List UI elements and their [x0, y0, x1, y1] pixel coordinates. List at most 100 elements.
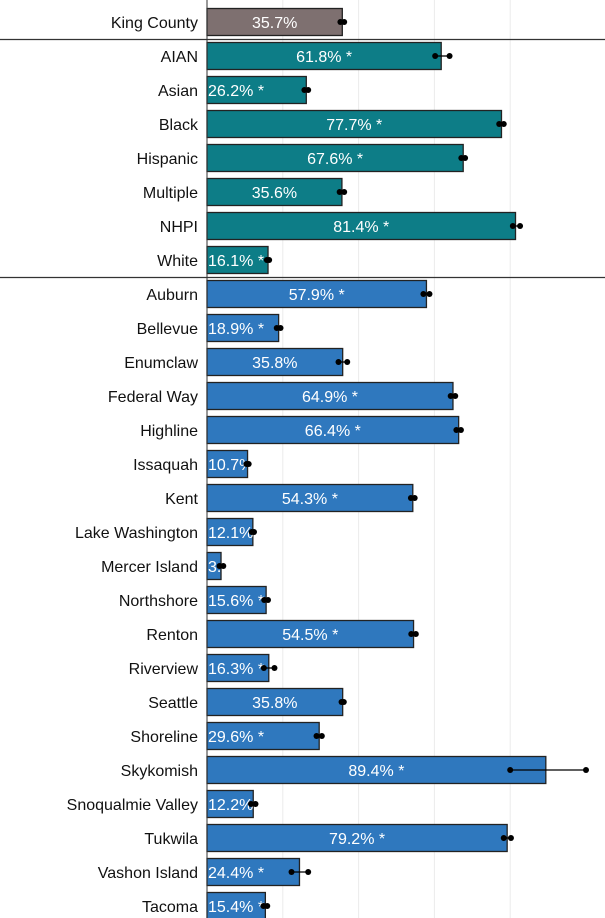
- bar-renton: [206, 619, 415, 649]
- bars: [206, 7, 547, 918]
- bar-snoqualmie-valley: [206, 789, 254, 819]
- value-label-tacoma: 15.4% *: [208, 899, 264, 916]
- value-label-riverview: 16.3% *: [208, 661, 264, 678]
- group-separators: [0, 38, 605, 279]
- value-label-seattle: 35.8%: [252, 695, 297, 712]
- ci-lower-point-federal-way: [447, 393, 454, 399]
- ci-upper-point-multiple: [341, 189, 348, 195]
- bar-hispanic: [206, 143, 464, 173]
- ci-lower-point-auburn: [420, 291, 427, 297]
- ci-upper-point-auburn: [426, 291, 433, 297]
- value-label-king-county: 35.7%: [252, 15, 297, 32]
- value-label-bellevue: 18.9% *: [208, 321, 264, 338]
- category-label-white: White: [157, 253, 198, 270]
- category-label-hispanic: Hispanic: [137, 151, 198, 168]
- ci-upper-point-nhpi: [517, 223, 524, 229]
- bar-highline: [206, 415, 460, 445]
- ci-lower-point-tukwila: [500, 835, 507, 841]
- ci-upper-point-skykomish: [583, 767, 589, 773]
- category-label-snoqualmie-valley: Snoqualmie Valley: [67, 797, 198, 814]
- ci-upper-point-asian: [305, 87, 312, 93]
- ci-upper-point-mercer-island: [220, 563, 227, 569]
- ci-upper-point-black: [500, 121, 507, 127]
- category-label-bellevue: Bellevue: [137, 321, 198, 338]
- bar-black: [206, 109, 503, 139]
- category-label-aian: AIAN: [161, 49, 198, 66]
- ci-upper-point-northshore: [265, 597, 272, 603]
- category-label-federal-way: Federal Way: [108, 389, 198, 406]
- value-label-shoreline: 29.6% *: [208, 729, 264, 746]
- value-label-lake-washington: 12.1% *: [208, 525, 264, 542]
- bar-enumclaw: [206, 347, 344, 377]
- category-label-northshore: Northshore: [119, 593, 198, 610]
- category-label-tacoma: Tacoma: [142, 899, 198, 916]
- category-label-king-county: King County: [111, 15, 198, 32]
- ci-upper-point-kent: [411, 495, 418, 501]
- value-label-nhpi: 81.4% *: [333, 219, 389, 236]
- category-label-vashon-island: Vashon Island: [98, 865, 198, 882]
- ci-lower-point-shoreline: [313, 733, 320, 739]
- ci-upper-point-white: [266, 257, 273, 263]
- value-label-aian: 61.8% *: [296, 49, 352, 66]
- category-label-nhpi: NHPI: [160, 219, 198, 236]
- ci-lower-point-riverview: [260, 665, 267, 671]
- ci-lower-point-aian: [432, 53, 439, 59]
- ci-upper-point-aian: [446, 53, 453, 59]
- value-label-tukwila: 79.2% *: [329, 831, 385, 848]
- value-label-multiple: 35.6%: [252, 185, 297, 202]
- ci-lower-point-skykomish: [507, 767, 514, 773]
- value-label-vashon-island: 24.4% *: [208, 865, 264, 882]
- category-label-kent: Kent: [165, 491, 198, 508]
- ci-upper-point-vashon-island: [305, 869, 312, 875]
- ci-upper-point-federal-way: [452, 393, 459, 399]
- ci-upper-point-tukwila: [507, 835, 514, 841]
- ci-lower-point-black: [496, 121, 503, 127]
- ci-lower-point-vashon-island: [288, 869, 295, 875]
- error-bars: [216, 19, 589, 909]
- value-label-mercer-island: 3.7% *: [208, 559, 255, 576]
- ci-lower-point-nhpi: [509, 223, 516, 229]
- category-label-tukwila: Tukwila: [144, 831, 198, 848]
- ci-upper-point-king-county: [341, 19, 348, 25]
- category-label-highline: Highline: [140, 423, 198, 440]
- category-label-renton: Renton: [146, 627, 198, 644]
- ci-lower-point-snoqualmie-valley: [247, 801, 254, 807]
- value-label-skykomish: 89.4% *: [348, 763, 404, 780]
- ci-upper-point-snoqualmie-valley: [252, 801, 259, 807]
- category-label-skykomish: Skykomish: [121, 763, 198, 780]
- category-labels: King County AIAN Asian Black Hispanic Multipl…: [67, 15, 199, 916]
- ci-upper-point-bellevue: [277, 325, 284, 331]
- category-label-multiple: Multiple: [143, 185, 198, 202]
- ci-upper-point-shoreline: [318, 733, 325, 739]
- ci-upper-point-issaquah: [245, 461, 252, 467]
- value-label-highline: 66.4% *: [305, 423, 361, 440]
- ci-lower-point-enumclaw: [335, 359, 342, 365]
- ci-upper-point-tacoma: [264, 903, 271, 909]
- bar-shoreline: [206, 721, 320, 751]
- category-label-shoreline: Shoreline: [130, 729, 198, 746]
- category-label-riverview: Riverview: [129, 661, 199, 678]
- bar-king-county: [206, 7, 343, 37]
- category-label-auburn: Auburn: [146, 287, 198, 304]
- category-label-mercer-island: Mercer Island: [101, 559, 198, 576]
- ci-lower-point-highline: [453, 427, 460, 433]
- bar-tacoma: [206, 891, 267, 918]
- category-label-seattle: Seattle: [148, 695, 198, 712]
- ci-upper-point-hispanic: [462, 155, 469, 161]
- bar-value-labels: 35.7% 61.8% * 26.2% * 77.7% * 67.6% * 35.6% 81…: [208, 15, 404, 916]
- bar-white: [206, 245, 269, 275]
- ci-upper-point-riverview: [271, 665, 278, 671]
- value-label-auburn: 57.9% *: [289, 287, 345, 304]
- bar-northshore: [206, 585, 267, 615]
- value-label-asian: 26.2% *: [208, 83, 264, 100]
- bar-multiple: [206, 177, 343, 207]
- bar-federal-way: [206, 381, 454, 411]
- ci-upper-point-highline: [457, 427, 464, 433]
- value-label-federal-way: 64.9% *: [302, 389, 358, 406]
- ci-lower-point-renton: [408, 631, 415, 637]
- value-label-northshore: 15.6% *: [208, 593, 264, 610]
- category-label-lake-washington: Lake Washington: [75, 525, 198, 542]
- value-label-issaquah: 10.7% *: [208, 457, 264, 474]
- category-label-issaquah: Issaquah: [133, 457, 198, 474]
